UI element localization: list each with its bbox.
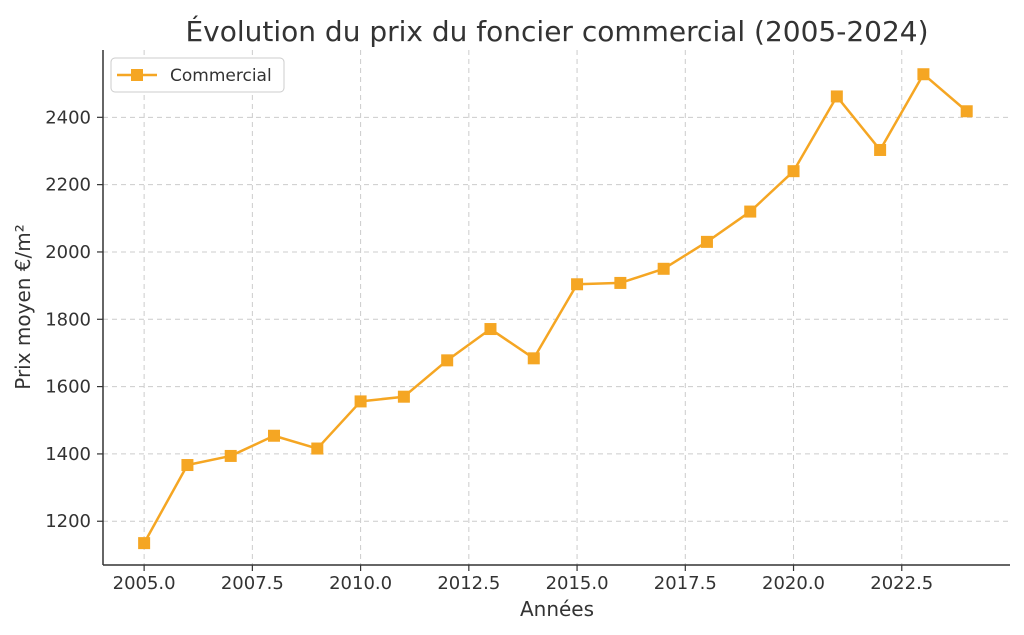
- x-tick-label: 2012.5: [437, 573, 500, 594]
- data-point: [224, 449, 237, 462]
- data-point: [960, 105, 973, 118]
- data-point: [744, 205, 757, 218]
- data-point: [527, 352, 540, 365]
- grid: [103, 50, 1010, 565]
- data-point: [138, 537, 151, 550]
- data-point: [397, 390, 410, 403]
- y-tick-label: 1400: [45, 444, 91, 465]
- data-point: [874, 143, 887, 156]
- data-point: [441, 354, 454, 367]
- x-tick-label: 2007.5: [221, 573, 284, 594]
- data-point: [787, 165, 800, 178]
- data-point: [700, 235, 713, 248]
- legend-label: Commercial: [170, 66, 272, 86]
- y-tick-label: 1200: [45, 511, 91, 532]
- data-point: [571, 278, 584, 291]
- data-point: [830, 90, 843, 103]
- x-axis-label: Années: [520, 597, 594, 621]
- data-point: [268, 429, 281, 442]
- data-point: [657, 262, 670, 275]
- x-tick-label: 2022.5: [870, 573, 933, 594]
- data-point: [181, 459, 194, 472]
- axes: [102, 50, 1010, 566]
- y-ticks: 1200 1400 1600 1800 2000 2200 2400: [45, 107, 103, 532]
- series-line: [143, 72, 968, 544]
- x-tick-label: 2020.0: [762, 573, 825, 594]
- y-axis-label: Prix moyen €/m²: [11, 224, 35, 390]
- x-ticks: 2005.0 2007.5 2010.0 2012.5 2015.0 2017.5 2020…: [113, 565, 933, 594]
- series: [138, 68, 973, 550]
- legend-box: [110, 57, 285, 93]
- x-tick-label: 2010.0: [329, 573, 392, 594]
- data-point: [614, 276, 627, 289]
- data-point: [484, 323, 497, 336]
- x-tick-label: 2015.0: [546, 573, 609, 594]
- y-tick-label: 2400: [45, 107, 91, 128]
- y-tick-label: 1800: [45, 309, 91, 330]
- data-point: [354, 395, 367, 408]
- legend-marker: [131, 69, 143, 81]
- legend: Commercial: [110, 57, 285, 93]
- y-tick-label: 2200: [45, 175, 91, 196]
- y-tick-label: 1600: [45, 377, 91, 398]
- data-point: [917, 68, 930, 81]
- y-tick-label: 2000: [45, 242, 91, 263]
- data-point: [311, 442, 324, 455]
- x-tick-label: 2005.0: [113, 573, 176, 594]
- chart-title: Évolution du prix du foncier commercial …: [185, 14, 928, 48]
- x-tick-label: 2017.5: [654, 573, 717, 594]
